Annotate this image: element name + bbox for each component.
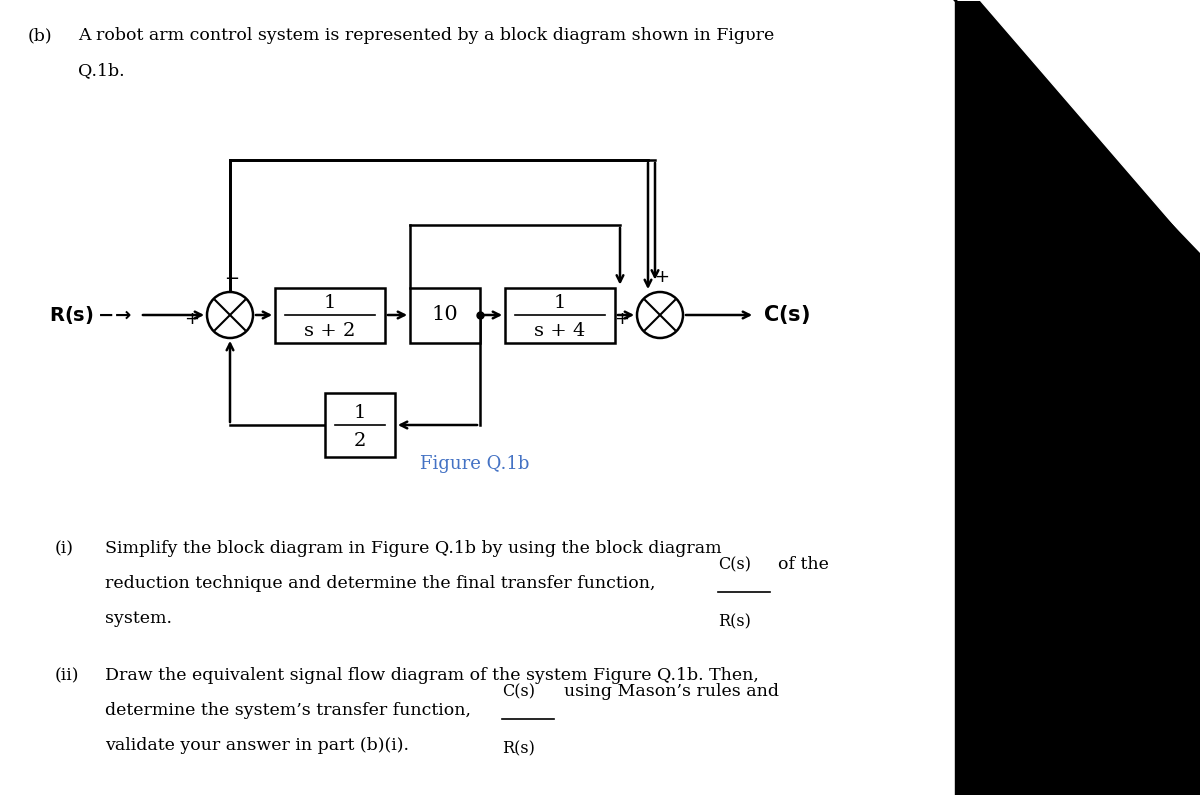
- Bar: [955, 0, 1200, 795]
- Text: validate your answer in part (b)(i).: validate your answer in part (b)(i).: [106, 737, 409, 754]
- Circle shape: [206, 292, 253, 338]
- Text: of the: of the: [778, 556, 829, 573]
- Text: C(s): C(s): [502, 683, 535, 700]
- Circle shape: [637, 292, 683, 338]
- Text: reduction technique and determine the final transfer function,: reduction technique and determine the fi…: [106, 575, 655, 592]
- Text: Figure Q.1b: Figure Q.1b: [420, 455, 529, 472]
- Text: $-$: $-$: [224, 268, 240, 286]
- Text: using Mason’s rules and: using Mason’s rules and: [564, 683, 779, 700]
- Text: determine the system’s transfer function,: determine the system’s transfer function…: [106, 702, 470, 719]
- Text: C(s): C(s): [718, 556, 751, 573]
- Text: Draw the equivalent signal flow diagram of the system Figure Q.1b. Then,: Draw the equivalent signal flow diagram …: [106, 667, 758, 684]
- Text: (ii): (ii): [55, 667, 79, 684]
- Text: $\mathbf{C(s)}$: $\mathbf{C(s)}$: [763, 304, 810, 327]
- Text: 2: 2: [354, 432, 366, 450]
- Text: Q.1b.: Q.1b.: [78, 62, 125, 79]
- Text: Simplify the block diagram in Figure Q.1b by using the block diagram: Simplify the block diagram in Figure Q.1…: [106, 540, 721, 557]
- Text: (b): (b): [28, 27, 53, 44]
- Text: $+$: $+$: [614, 310, 629, 328]
- Bar: [325, 394, 395, 456]
- Text: $\mathbf{R(s)-\!\!\rightarrow}$: $\mathbf{R(s)-\!\!\rightarrow}$: [49, 304, 132, 326]
- Bar: [275, 288, 385, 343]
- Bar: [505, 288, 616, 343]
- Text: (i): (i): [55, 540, 74, 557]
- Text: s + 2: s + 2: [305, 322, 355, 340]
- Text: R(s): R(s): [718, 613, 751, 630]
- Text: 10: 10: [432, 305, 458, 324]
- Text: 1: 1: [354, 404, 366, 422]
- Polygon shape: [955, 0, 1200, 255]
- Text: A robot arm control system is represented by a block diagram shown in Figυre: A robot arm control system is represente…: [78, 27, 774, 44]
- Text: R(s): R(s): [502, 740, 535, 757]
- Text: s + 4: s + 4: [534, 322, 586, 340]
- Text: $+$: $+$: [654, 268, 670, 286]
- Text: 1: 1: [324, 294, 336, 312]
- Text: system.: system.: [106, 610, 172, 627]
- Bar: [410, 288, 480, 343]
- Text: $+$: $+$: [184, 310, 199, 328]
- Text: 1: 1: [554, 294, 566, 312]
